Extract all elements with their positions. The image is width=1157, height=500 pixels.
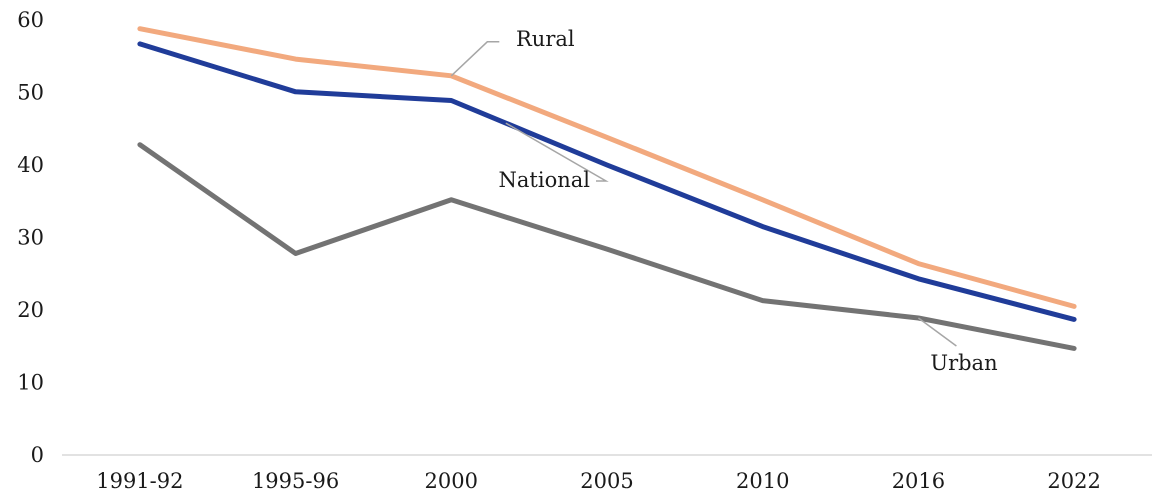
y-tick-label: 60 (17, 8, 44, 32)
x-tick-label: 2016 (892, 469, 945, 493)
y-tick-label: 10 (17, 371, 44, 395)
leader-line-national (505, 122, 609, 182)
y-tick-label: 0 (31, 443, 44, 467)
y-tick-label: 30 (17, 226, 44, 250)
x-tick-label: 1995-96 (252, 469, 339, 493)
y-tick-label: 50 (17, 81, 44, 105)
x-tick-label: 2000 (425, 469, 478, 493)
leader-line-urban (917, 317, 957, 347)
series-line-urban (137, 142, 1077, 351)
series-line-rural (137, 26, 1077, 309)
series-label-national: National (499, 168, 591, 192)
y-axis-ticks: 0 10 20 30 40 50 60 (17, 8, 44, 467)
x-axis-ticks: 1991-92 1995-96 2000 2005 2010 2016 2022 (96, 469, 1101, 493)
series-labels: Rural National Urban (450, 27, 998, 375)
y-tick-label: 40 (17, 153, 44, 177)
x-tick-label: 1991-92 (96, 469, 183, 493)
series-line-national (137, 41, 1077, 322)
x-tick-label: 2022 (1047, 469, 1100, 493)
series-label-urban: Urban (930, 351, 997, 375)
x-tick-label: 2010 (736, 469, 789, 493)
y-tick-label: 20 (17, 298, 44, 322)
series-label-rural: Rural (516, 27, 575, 51)
leader-line-rural (450, 41, 500, 77)
x-tick-label: 2005 (580, 469, 633, 493)
series-lines (137, 26, 1077, 351)
